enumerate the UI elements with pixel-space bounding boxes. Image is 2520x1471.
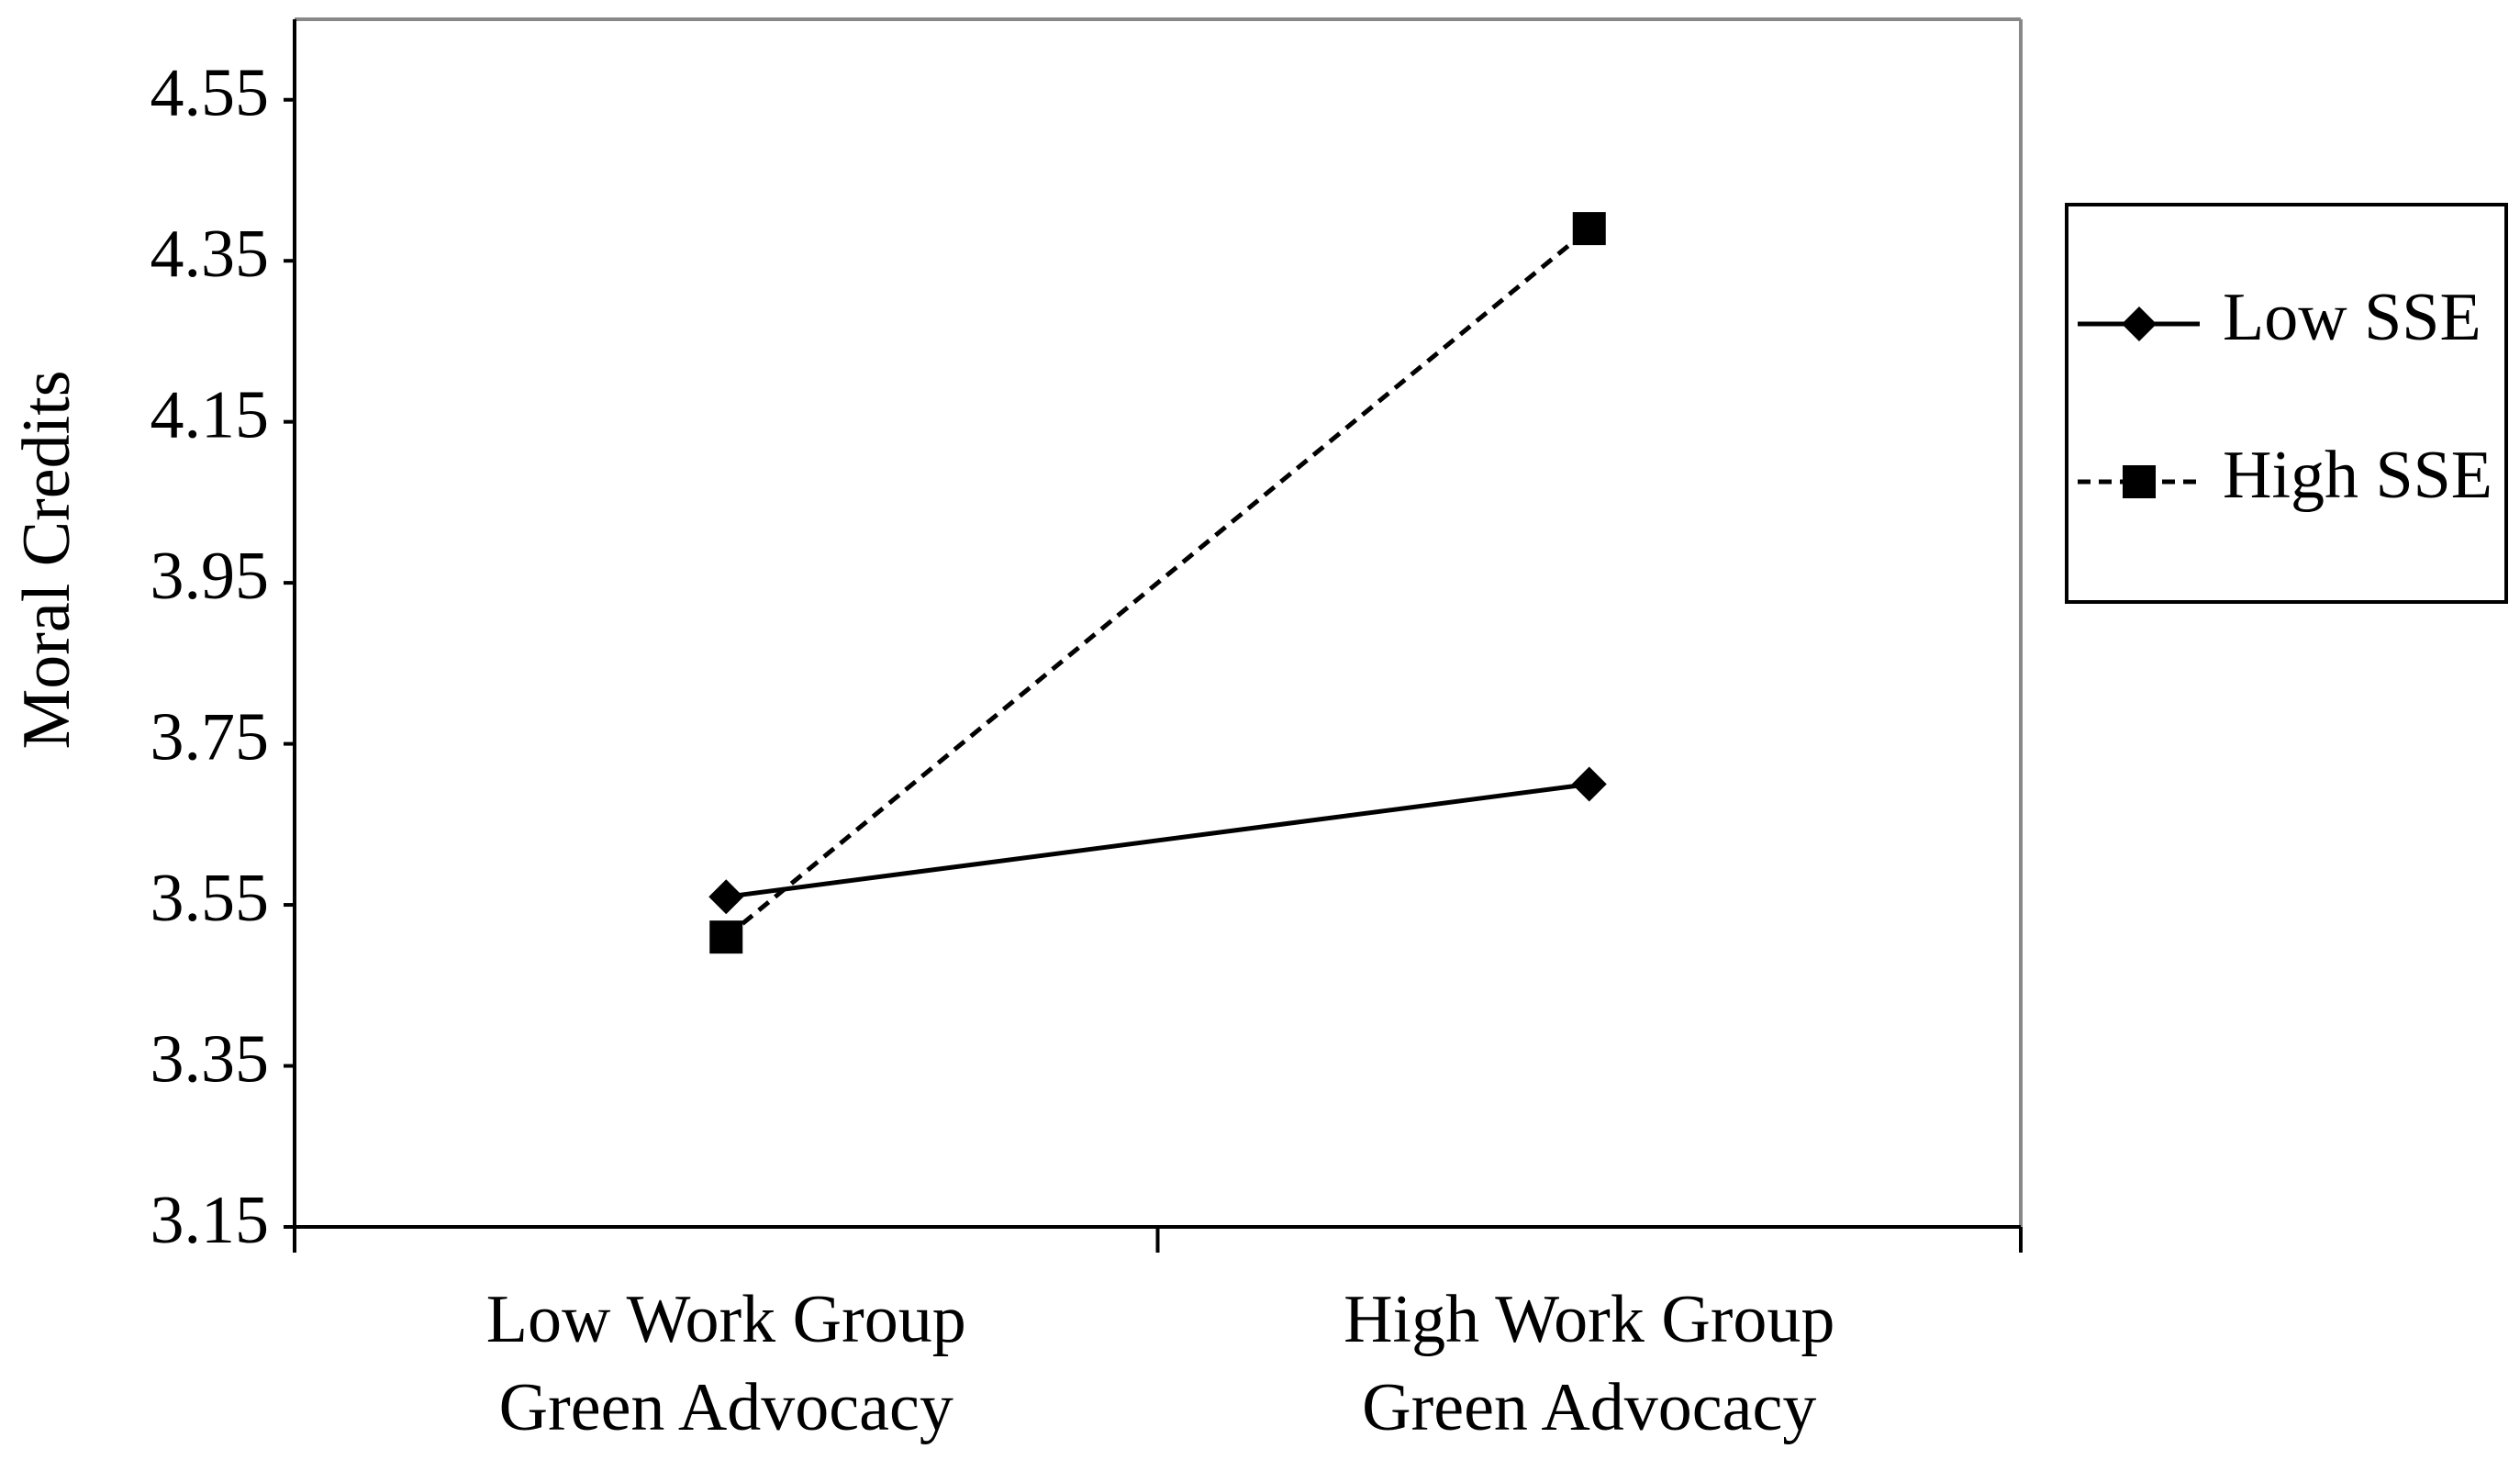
data-point bbox=[1571, 766, 1607, 802]
y-tick-label: 3.55 bbox=[151, 861, 270, 936]
legend-label: Low SSE bbox=[2223, 280, 2481, 355]
y-axis-label: Moral Credits bbox=[9, 370, 84, 749]
legend-label: High SSE bbox=[2223, 438, 2492, 513]
y-tick-label: 3.35 bbox=[151, 1022, 270, 1098]
legend-marker bbox=[2123, 465, 2156, 498]
data-point bbox=[709, 920, 743, 954]
y-tick-label: 3.15 bbox=[151, 1183, 270, 1258]
x-tick-label: High Work Group Green Advocacy bbox=[1344, 1282, 1835, 1445]
series-line bbox=[724, 227, 1591, 940]
y-tick-label: 3.95 bbox=[151, 539, 270, 614]
y-tick-label: 4.15 bbox=[151, 378, 270, 453]
series-line bbox=[725, 781, 1590, 899]
y-tick-label: 3.75 bbox=[151, 700, 270, 775]
y-tick-label: 4.55 bbox=[151, 56, 270, 131]
x-tick-label: Low Work Group Green Advocacy bbox=[485, 1282, 966, 1445]
legend-box bbox=[2065, 203, 2508, 604]
data-point bbox=[1572, 212, 1606, 246]
data-point bbox=[708, 879, 744, 915]
legend-marker bbox=[2122, 306, 2157, 341]
y-tick-label: 4.35 bbox=[151, 217, 270, 292]
